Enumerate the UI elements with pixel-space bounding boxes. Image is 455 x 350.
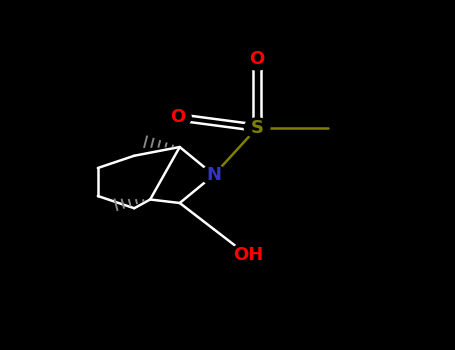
Text: OH: OH	[233, 246, 263, 265]
Circle shape	[164, 107, 191, 128]
Text: O: O	[249, 50, 265, 69]
Circle shape	[201, 165, 227, 185]
Circle shape	[244, 118, 270, 138]
Text: N: N	[207, 166, 221, 184]
Circle shape	[231, 242, 265, 269]
Circle shape	[243, 49, 271, 70]
Text: O: O	[170, 108, 185, 126]
Text: S: S	[251, 119, 263, 137]
